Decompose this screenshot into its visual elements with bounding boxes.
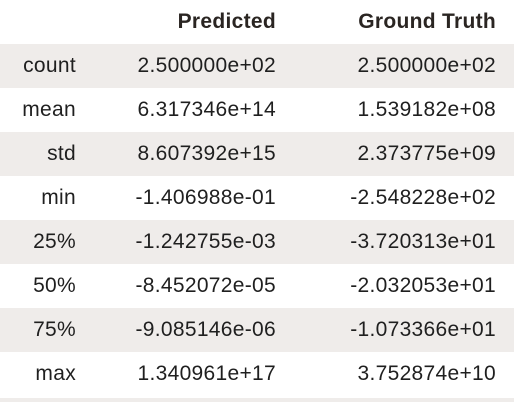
- table-header: Predicted Ground Truth: [0, 0, 514, 44]
- table-row: 75% -9.085146e-06 -1.073366e+01: [0, 308, 514, 352]
- ground-truth-value: 1.539182e+08: [357, 98, 496, 121]
- predicted-value: 1.340961e+17: [137, 362, 276, 385]
- table-row: max 1.340961e+17 3.752874e+10: [0, 352, 514, 396]
- next-row-stripe: [0, 398, 514, 402]
- row-label: 25%: [33, 230, 76, 253]
- predicted-value: 8.607392e+15: [137, 142, 276, 165]
- row-label: mean: [22, 98, 76, 121]
- predicted-value: -9.085146e-06: [135, 318, 276, 341]
- table-row: 50% -8.452072e-05 -2.032053e+01: [0, 264, 514, 308]
- table-row: min -1.406988e-01 -2.548228e+02: [0, 176, 514, 220]
- table-body: count 2.500000e+02 2.500000e+02 mean 6.3…: [0, 44, 514, 396]
- ground-truth-value: -2.548228e+02: [350, 186, 496, 209]
- ground-truth-value: -1.073366e+01: [350, 318, 496, 341]
- column-header-predicted: Predicted: [177, 10, 276, 33]
- table-row: count 2.500000e+02 2.500000e+02: [0, 44, 514, 88]
- predicted-value: 2.500000e+02: [137, 54, 276, 77]
- row-label: max: [35, 362, 76, 385]
- header-row: Predicted Ground Truth: [0, 0, 514, 44]
- predicted-value: -8.452072e-05: [135, 274, 276, 297]
- ground-truth-value: 2.500000e+02: [357, 54, 496, 77]
- predicted-value: -1.242755e-03: [135, 230, 276, 253]
- ground-truth-value: 2.373775e+09: [357, 142, 496, 165]
- table-row: std 8.607392e+15 2.373775e+09: [0, 132, 514, 176]
- row-label: 50%: [33, 274, 76, 297]
- row-label: 75%: [33, 318, 76, 341]
- ground-truth-value: -3.720313e+01: [350, 230, 496, 253]
- ground-truth-value: -2.032053e+01: [350, 274, 496, 297]
- ground-truth-value: 3.752874e+10: [357, 362, 496, 385]
- row-label: count: [23, 54, 76, 77]
- table-row: mean 6.317346e+14 1.539182e+08: [0, 88, 514, 132]
- index-header: [0, 0, 94, 44]
- predicted-value: -1.406988e-01: [135, 186, 276, 209]
- row-label: min: [41, 186, 76, 209]
- table-row: 25% -1.242755e-03 -3.720313e+01: [0, 220, 514, 264]
- column-header-ground-truth: Ground Truth: [358, 10, 496, 33]
- row-label: std: [47, 142, 76, 165]
- predicted-value: 6.317346e+14: [137, 98, 276, 121]
